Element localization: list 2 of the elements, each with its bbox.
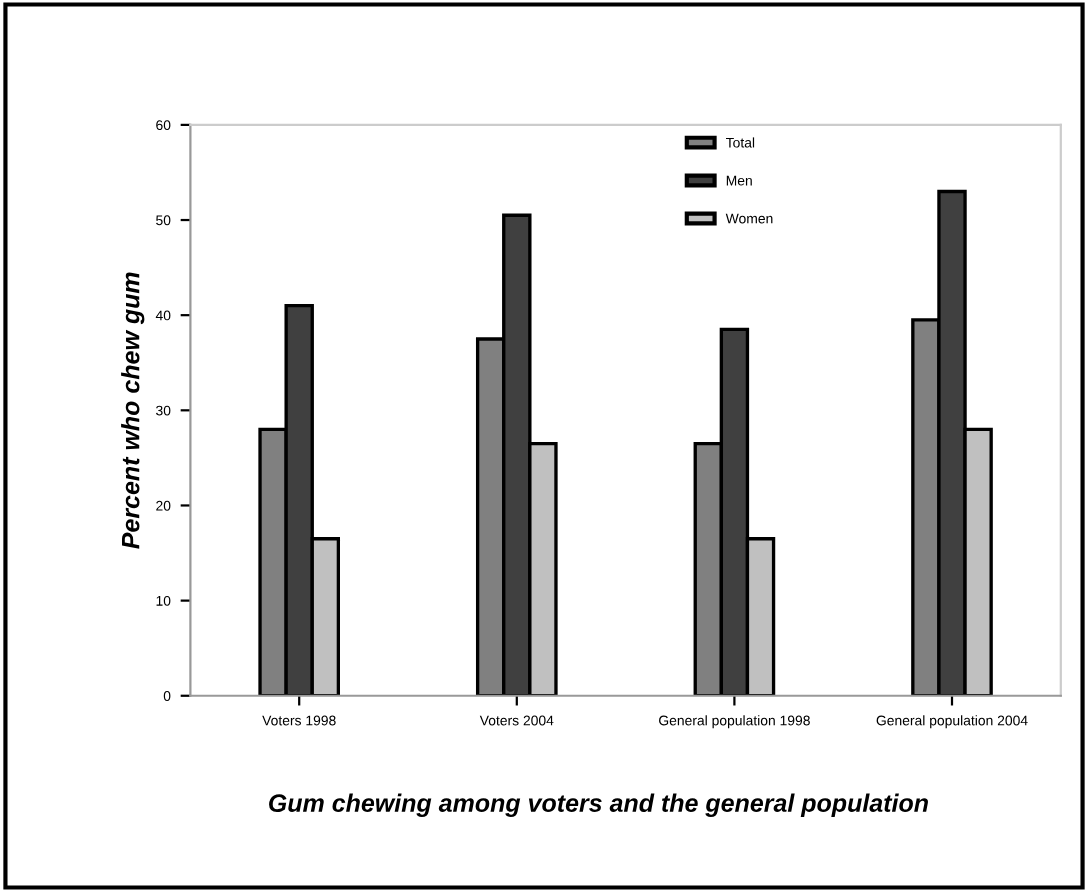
x-axis-title: Gum chewing among voters and the general population (269, 793, 928, 817)
y-axis-title: Percent who chew gum (121, 272, 145, 549)
